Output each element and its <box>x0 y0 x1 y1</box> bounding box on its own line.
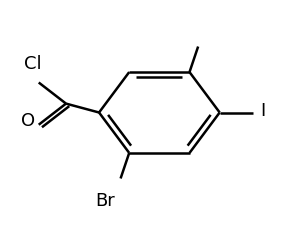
Text: Br: Br <box>95 192 115 210</box>
Text: O: O <box>21 112 36 130</box>
Text: I: I <box>260 102 265 120</box>
Text: Cl: Cl <box>24 55 42 73</box>
